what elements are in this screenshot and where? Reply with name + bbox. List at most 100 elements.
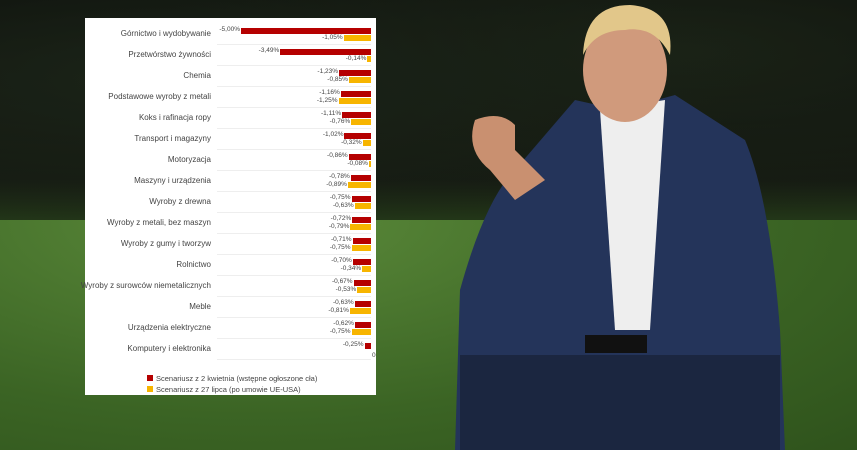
- data-label: -0,72%: [330, 215, 352, 222]
- data-label: -0,63%: [333, 299, 354, 306]
- chart-panel: Górnictwo i wydobywanie -5,00% -1,05% Przet…: [81, 18, 376, 396]
- bar-april: [344, 133, 371, 139]
- row-divider: [217, 149, 371, 150]
- bar-july: [354, 203, 371, 209]
- row-divider: [217, 338, 371, 339]
- row-divider: [217, 317, 371, 318]
- bar-april: [353, 280, 371, 286]
- bar-july: [351, 119, 371, 125]
- row-divider: [217, 254, 371, 255]
- data-label: -0,86%: [327, 152, 348, 159]
- data-label: -1,23%: [317, 68, 339, 75]
- bar-july: [350, 224, 371, 230]
- bar-july: [351, 245, 371, 251]
- bar-april: [351, 196, 371, 202]
- bar-july: [362, 140, 371, 146]
- data-label: -0,89%: [326, 181, 347, 188]
- bar-july: [368, 161, 371, 167]
- legend-swatch: [147, 386, 153, 392]
- data-label: -0,78%: [329, 173, 350, 180]
- bar-july: [362, 266, 371, 272]
- chart-row: Komputery i elektronika -0,25% 0: [85, 339, 376, 360]
- data-label: -0,79%: [328, 223, 350, 230]
- bar-july: [343, 35, 371, 41]
- category-label: Koks i rafinacja ropy: [138, 113, 211, 122]
- bar-april: [342, 112, 371, 118]
- data-label: -5,00%: [219, 26, 240, 33]
- category-label: Komputery i elektronika: [127, 344, 211, 353]
- row-divider: [217, 44, 371, 45]
- bar-april: [340, 91, 371, 97]
- data-label: -1,05%: [322, 34, 343, 41]
- bar-april: [339, 70, 371, 76]
- row-divider: [217, 359, 371, 360]
- bar-july: [348, 77, 371, 83]
- data-label: -0,14%: [345, 55, 367, 62]
- category-label: Górnictwo i wydobywanie: [120, 29, 211, 38]
- bar-july: [367, 56, 371, 62]
- chart-row: Rolnictwo -0,70% -0,34%: [85, 255, 376, 276]
- chart-row: Meble -0,63% -0,81%: [85, 297, 376, 318]
- legend: Scenariusz z 2 kwietnia (wstępne ogłoszo…: [147, 374, 317, 396]
- data-label: -0,08%: [347, 160, 368, 167]
- chart-row: Maszyny i urządzenia -0,78% -0,89%: [85, 171, 376, 192]
- data-label: -0,53%: [335, 286, 357, 293]
- category-label: Wyroby z surowców niemetalicznych: [80, 281, 211, 290]
- data-label: -0,81%: [328, 307, 349, 314]
- data-label: -0,76%: [329, 118, 351, 125]
- row-divider: [217, 191, 371, 192]
- category-label: Wyroby z drewna: [149, 197, 211, 206]
- bar-april: [352, 217, 371, 223]
- category-label: Rolnictwo: [176, 260, 211, 269]
- chart-row: Wyroby z surowców niemetalicznych -0,67% -…: [81, 276, 376, 297]
- row-divider: [217, 107, 371, 108]
- data-label: -0,34%: [340, 265, 362, 272]
- category-label: Wyroby z gumy i tworzyw: [120, 239, 211, 248]
- chart-row: Podstawowe wyroby z metali -1,16% -1,25%: [85, 87, 376, 108]
- data-label: -0,75%: [329, 194, 351, 201]
- legend-label: Scenariusz z 27 lipca (po umowie UE-USA): [156, 385, 301, 394]
- data-label: -0,63%: [333, 202, 354, 209]
- data-label: -0,25%: [342, 341, 364, 348]
- chart-row: Chemia -1,23% -0,85%: [85, 66, 376, 87]
- bar-july: [349, 308, 371, 314]
- data-label: -0,75%: [329, 328, 351, 335]
- row-divider: [217, 212, 371, 213]
- category-label: Maszyny i urządzenia: [134, 176, 211, 185]
- chart-row: Wyroby z gumy i tworzyw -0,71% -0,75%: [85, 234, 376, 255]
- chart-row: Transport i magazyny -1,02% -0,32%: [85, 129, 376, 150]
- data-label: -0,70%: [331, 257, 352, 264]
- category-label: Transport i magazyny: [134, 134, 211, 143]
- bar-july: [351, 329, 371, 335]
- data-label: -1,16%: [319, 89, 340, 96]
- chart-row: Wyroby z metali, bez maszyn -0,72% -0,79%: [85, 213, 376, 234]
- row-divider: [217, 86, 371, 87]
- bar-april: [241, 28, 371, 34]
- row-divider: [217, 296, 371, 297]
- bar-april: [348, 154, 371, 160]
- chart-row: Koks i rafinacja ropy -1,11% -0,76%: [85, 108, 376, 129]
- chart-row: Przetwórstwo żywności -3,49% -0,14%: [85, 45, 376, 66]
- chart-row: Motoryzacja -0,86% -0,08%: [85, 150, 376, 171]
- bar-april: [354, 322, 371, 328]
- data-label: -0,62%: [333, 320, 354, 327]
- category-label: Przetwórstwo żywności: [128, 50, 211, 59]
- bar-april: [352, 259, 371, 265]
- chart-row: Wyroby z drewna -0,75% -0,63%: [85, 192, 376, 213]
- category-label: Chemia: [183, 71, 211, 80]
- row-divider: [217, 233, 371, 234]
- bar-july: [347, 182, 371, 188]
- bar-april: [352, 238, 371, 244]
- bar-april: [280, 49, 371, 55]
- legend-label: Scenariusz z 2 kwietnia (wstępne ogłoszo…: [156, 374, 318, 383]
- row-divider: [217, 275, 371, 276]
- legend-item: Scenariusz z 27 lipca (po umowie UE-USA): [147, 385, 317, 394]
- bar-april: [350, 175, 371, 181]
- data-label: -0,75%: [329, 244, 351, 251]
- legend-swatch: [147, 375, 153, 381]
- category-label: Podstawowe wyroby z metali: [108, 92, 211, 101]
- row-divider: [217, 170, 371, 171]
- chart-row: Górnictwo i wydobywanie -5,00% -1,05%: [85, 24, 376, 45]
- data-label: -0,71%: [330, 236, 352, 243]
- category-label: Motoryzacja: [167, 155, 211, 164]
